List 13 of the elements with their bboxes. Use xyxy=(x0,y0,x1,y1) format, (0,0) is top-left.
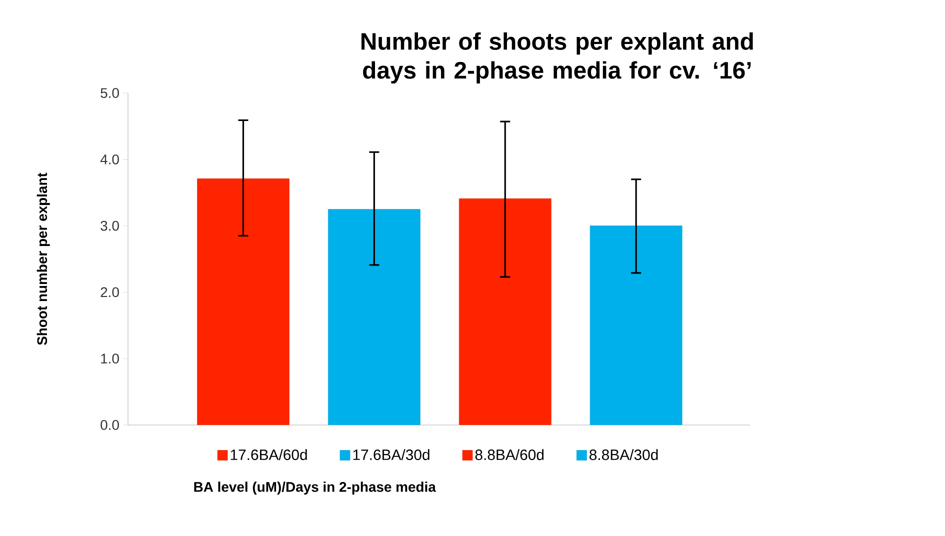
y-tick-label: 0.0 xyxy=(100,420,119,430)
y-tick-label: 5.0 xyxy=(100,88,119,98)
legend-label: 17.6BA/30d xyxy=(353,449,430,460)
y-tick-label: 1.0 xyxy=(101,354,119,364)
legend-label: 8.8BA/60d xyxy=(475,449,544,460)
y-axis-title: Shoot number per explant xyxy=(36,172,50,345)
legend-label: 17.6BA/60d xyxy=(230,449,307,460)
x-axis-title: BA level (uM)/Days in 2-phase media xyxy=(194,482,436,495)
y-tick-label: 4.0 xyxy=(100,154,119,164)
chart-title: Number of shoots per explant and days in 2-phase media for cv. ‘16’ xyxy=(361,32,753,84)
y-tick-label: 2.0 xyxy=(100,287,119,298)
legend-label: 8.8BA/30d xyxy=(590,449,658,460)
y-tick-label: 3.0 xyxy=(100,220,119,231)
